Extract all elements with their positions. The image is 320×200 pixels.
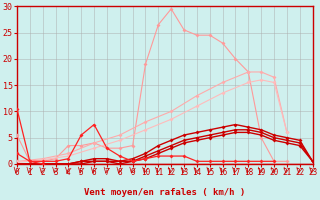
X-axis label: Vent moyen/en rafales ( km/h ): Vent moyen/en rafales ( km/h ) bbox=[84, 188, 245, 197]
